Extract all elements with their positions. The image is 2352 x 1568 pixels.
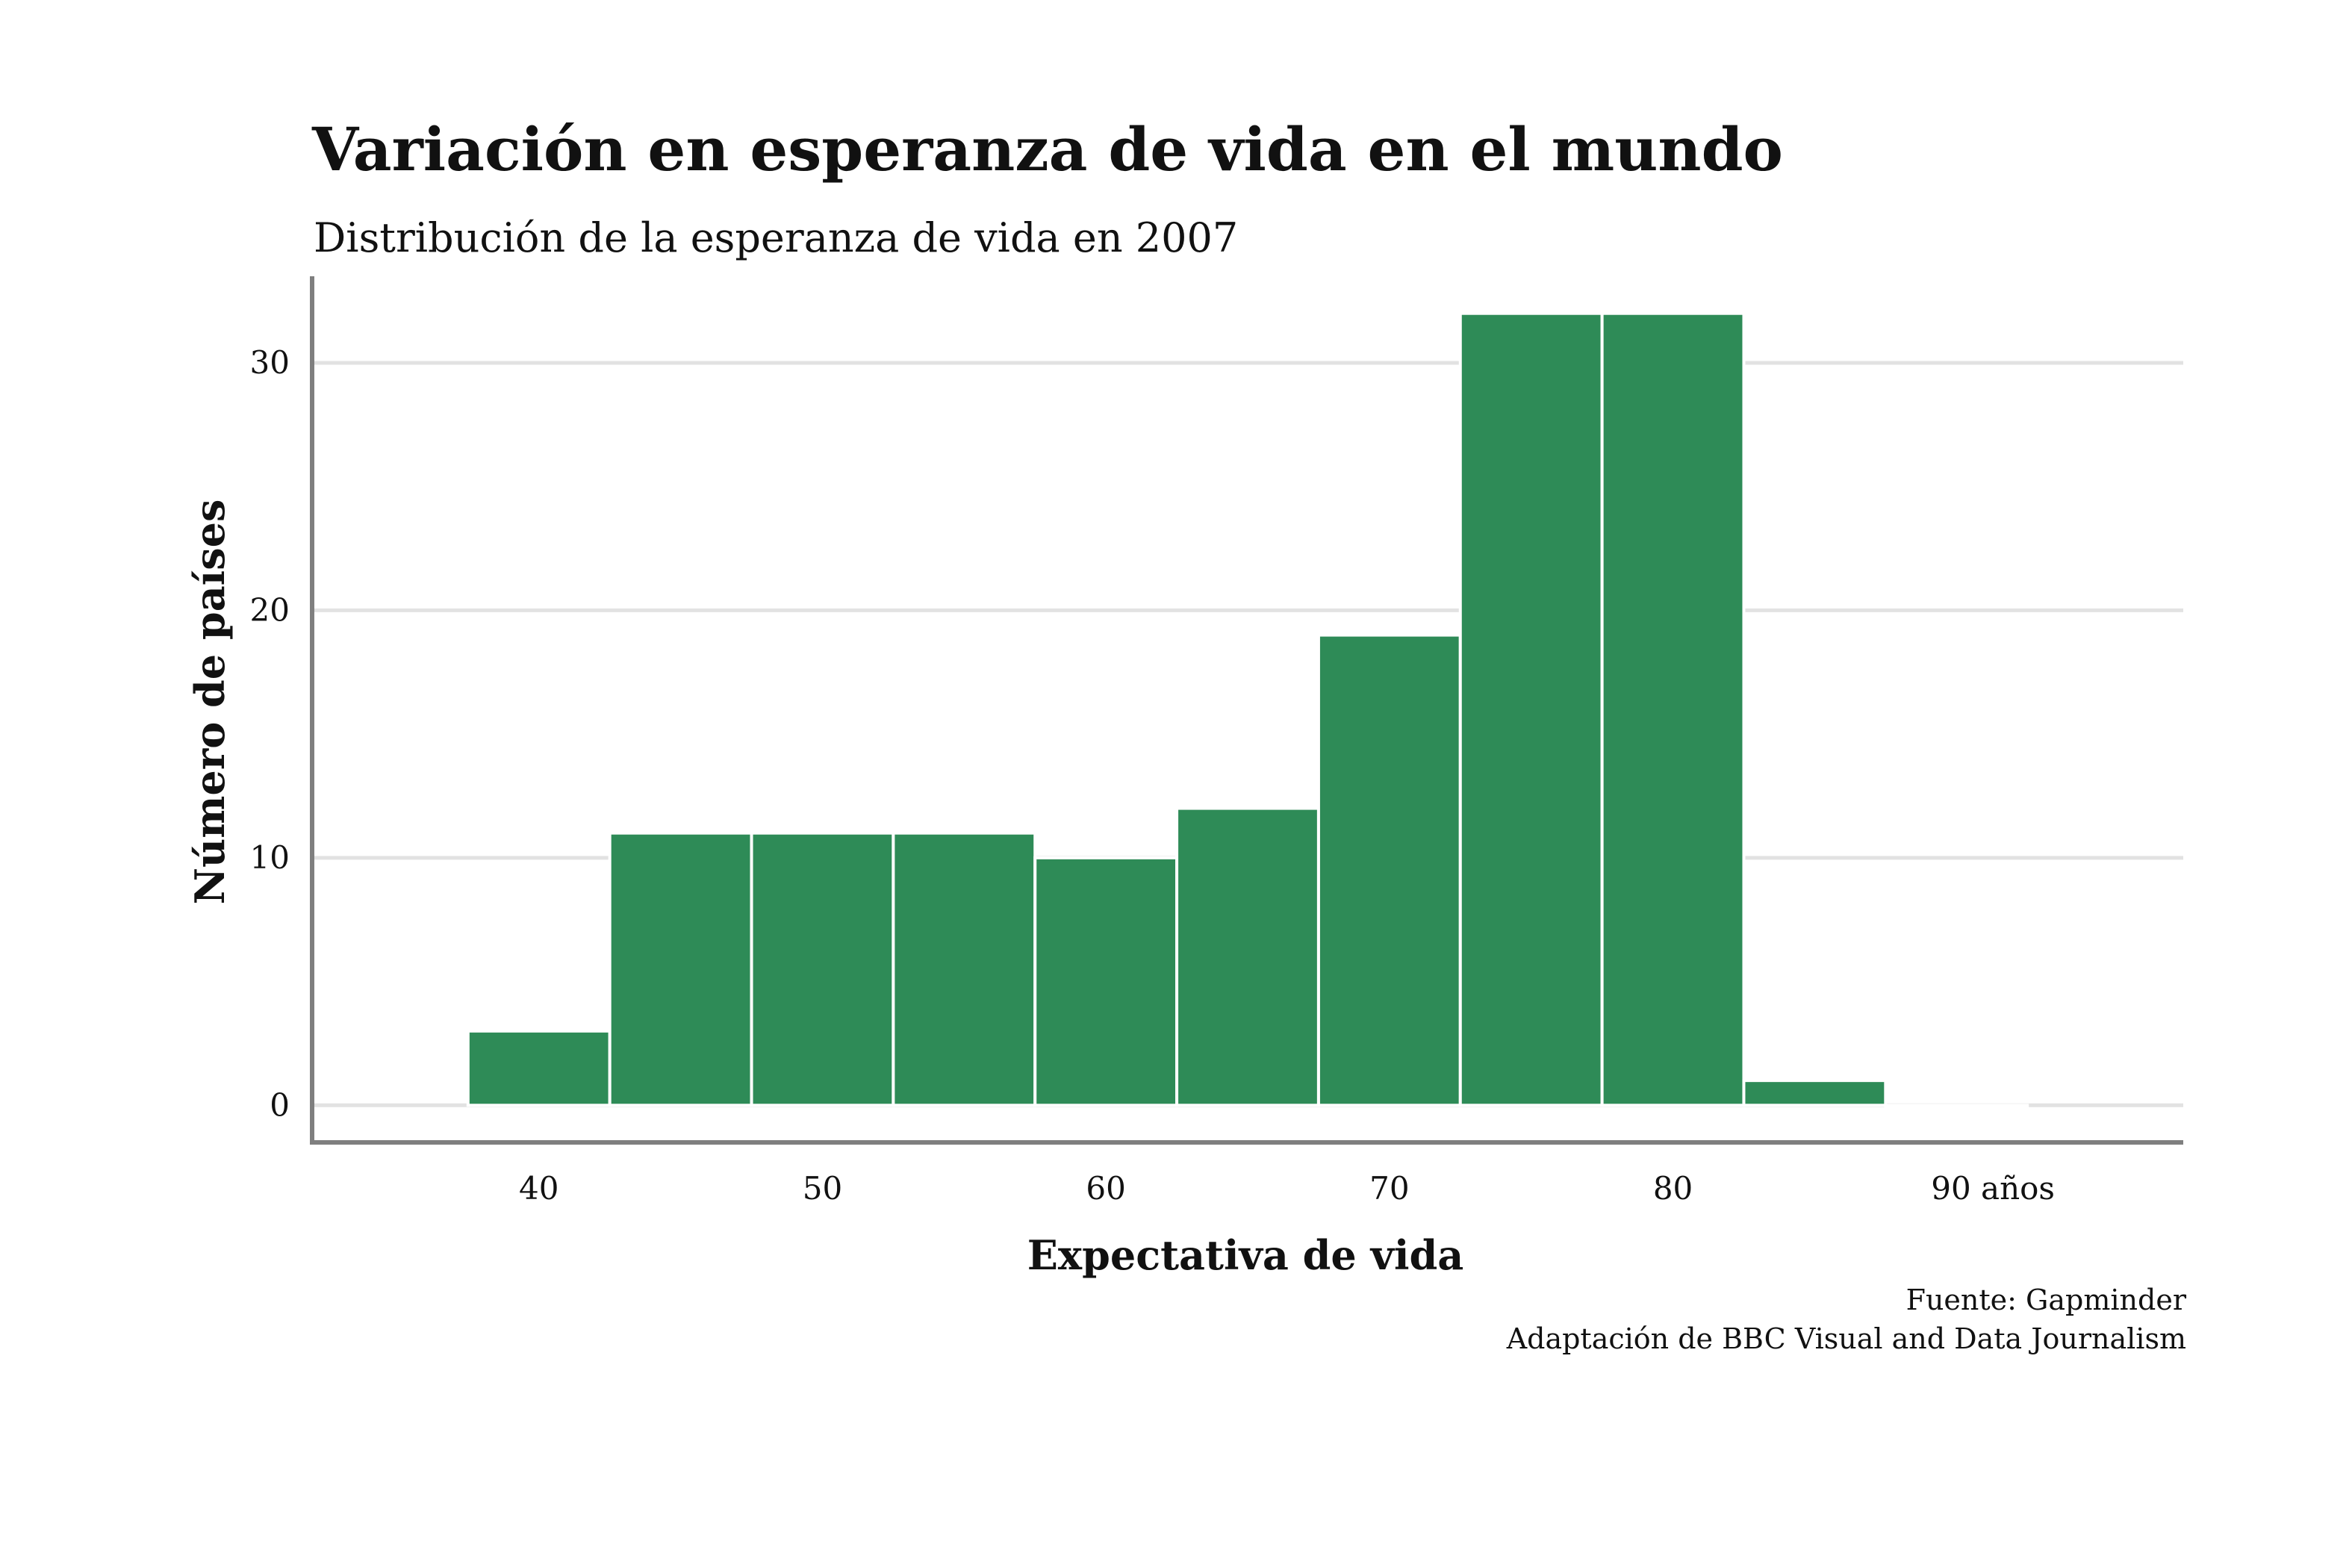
histogram-bar xyxy=(1742,1079,1888,1107)
x-tick-label: 40 xyxy=(519,1170,559,1207)
x-tick-label: 60 xyxy=(1086,1170,1125,1207)
x-tick-label: 70 xyxy=(1369,1170,1409,1207)
chart-subtitle: Distribución de la esperanza de vida en … xyxy=(314,214,1239,261)
histogram-bar xyxy=(1600,311,1746,1107)
y-axis-title: Número de países xyxy=(186,500,234,905)
histogram-bar xyxy=(1458,311,1604,1107)
histogram-bar xyxy=(466,1029,612,1107)
source-credit: Fuente: Gapminder xyxy=(1905,1284,2186,1316)
histogram-bar xyxy=(892,831,1037,1107)
histogram-bar xyxy=(1316,633,1462,1107)
histogram-bar xyxy=(1884,1104,2029,1108)
x-tick-label: 80 xyxy=(1653,1170,1693,1207)
x-tick-labels: 40 50 60 70 80 90 años xyxy=(519,1170,2055,1207)
histogram-bar xyxy=(1033,856,1179,1107)
y-tick-labels: 0 10 20 30 xyxy=(250,344,290,1123)
y-tick-label: 30 xyxy=(250,344,290,381)
y-tick-label: 10 xyxy=(250,839,290,876)
adaptation-credit: Adaptación de BBC Visual and Data Journa… xyxy=(1506,1322,2186,1355)
y-tick-label: 20 xyxy=(250,591,290,628)
x-tick-label: 90 años xyxy=(1931,1170,2055,1207)
y-tick-label: 0 xyxy=(270,1086,290,1123)
histogram-bar xyxy=(608,831,753,1107)
axes xyxy=(310,276,2183,1145)
x-axis-title: Expectativa de vida xyxy=(1027,1231,1463,1279)
histogram-bars xyxy=(466,311,2029,1108)
x-tick-label: 50 xyxy=(803,1170,842,1207)
chart-title: Variación en esperanza de vida en el mun… xyxy=(312,114,1783,184)
histogram-bar xyxy=(750,831,895,1107)
histogram-bar xyxy=(1175,806,1320,1107)
